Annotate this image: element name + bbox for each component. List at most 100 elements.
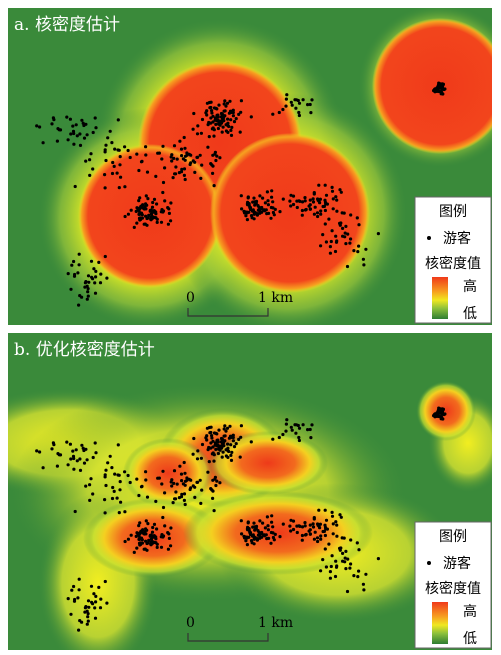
visitor-point xyxy=(195,132,200,136)
visitor-point xyxy=(175,157,179,161)
visitor-point xyxy=(226,446,230,450)
visitor-point xyxy=(220,455,224,459)
visitor-point xyxy=(117,186,121,190)
visitor-point xyxy=(123,470,127,474)
visitor-point xyxy=(73,597,77,602)
visitor-point xyxy=(103,186,107,190)
visitor-point xyxy=(94,275,98,279)
visitor-point xyxy=(97,585,101,589)
visitor-point xyxy=(69,612,73,616)
visitor-point xyxy=(94,594,98,598)
visitor-point xyxy=(258,533,262,537)
visitor-point xyxy=(343,231,347,235)
legend-ramp xyxy=(432,277,448,319)
visitor-point xyxy=(212,134,216,138)
visitor-point xyxy=(105,601,109,605)
visitor-point xyxy=(161,190,165,195)
visitor-point xyxy=(270,189,274,193)
visitor-point xyxy=(323,208,327,213)
scale-bar xyxy=(187,308,269,317)
visitor-point xyxy=(86,615,90,619)
visitor-point xyxy=(38,450,42,454)
visitor-point xyxy=(145,170,150,174)
visitor-point xyxy=(81,121,85,125)
visitor-point xyxy=(309,436,313,440)
visitor-point xyxy=(55,139,60,143)
visitor-point xyxy=(263,201,267,205)
visitor-point xyxy=(155,542,159,546)
visitor-point xyxy=(214,483,218,488)
visitor-point xyxy=(106,461,110,465)
visitor-point xyxy=(71,129,76,133)
visitor-point xyxy=(303,208,308,212)
visitor-point xyxy=(230,125,234,129)
visitor-point xyxy=(163,524,167,528)
visitor-point xyxy=(207,460,211,464)
visitor-point xyxy=(349,538,353,542)
visitor-point xyxy=(73,184,77,189)
core xyxy=(183,491,373,575)
visitor-point xyxy=(246,195,250,199)
visitor-point xyxy=(78,619,82,623)
visitor-point xyxy=(262,534,267,538)
visitor-point xyxy=(231,114,235,118)
visitor-point xyxy=(226,117,230,121)
visitor-point xyxy=(222,427,226,431)
visitor-point xyxy=(221,450,225,454)
visitor-point xyxy=(159,545,164,549)
visitor-point xyxy=(87,605,91,609)
visitor-point xyxy=(248,207,253,212)
visitor-point xyxy=(288,524,292,528)
visitor-point xyxy=(303,524,307,528)
visitor-point xyxy=(281,522,285,526)
visitor-point xyxy=(137,168,141,173)
visitor-point xyxy=(357,223,361,227)
visitor-point xyxy=(355,216,359,220)
visitor-point xyxy=(223,424,227,428)
visitor-point xyxy=(214,158,218,163)
visitor-point xyxy=(278,535,282,539)
visitor-point xyxy=(71,124,75,128)
visitor-point xyxy=(72,259,76,264)
visitor-point xyxy=(210,109,214,113)
visitor-point xyxy=(329,564,333,569)
visitor-point xyxy=(88,498,92,502)
visitor-point xyxy=(356,250,360,254)
visitor-point xyxy=(126,212,130,216)
visitor-point xyxy=(211,171,215,175)
visitor-point xyxy=(289,425,293,429)
visitor-point xyxy=(93,291,98,295)
visitor-point xyxy=(289,518,293,522)
visitor-point xyxy=(50,122,54,126)
visitor-point xyxy=(215,154,219,158)
visitor-point xyxy=(81,446,85,450)
density-surface xyxy=(8,333,492,650)
visitor-point xyxy=(361,257,365,261)
visitor-point xyxy=(230,434,234,438)
visitor-point xyxy=(289,193,293,197)
visitor-point xyxy=(169,219,173,223)
visitor-point xyxy=(129,533,133,537)
visitor-point xyxy=(70,588,74,592)
visitor-point xyxy=(225,101,230,105)
visitor-point xyxy=(155,545,159,549)
visitor-point xyxy=(214,431,218,435)
visitor-point xyxy=(80,443,84,447)
visitor-point xyxy=(92,267,96,271)
visitor-point xyxy=(144,478,148,482)
visitor-point xyxy=(156,476,160,480)
visitor-point xyxy=(183,471,187,475)
visitor-point xyxy=(135,546,139,550)
visitor-point xyxy=(308,207,312,211)
visitor-point xyxy=(66,463,70,467)
visitor-point xyxy=(251,525,255,529)
visitor-point xyxy=(86,274,91,278)
visitor-point xyxy=(260,535,264,539)
visitor-point xyxy=(104,143,108,147)
visitor-point xyxy=(342,211,346,215)
visitor-point xyxy=(330,185,334,189)
visitor-point xyxy=(322,529,326,533)
visitor-point xyxy=(255,537,259,541)
visitor-point xyxy=(216,438,220,442)
visitor-point xyxy=(103,173,107,177)
